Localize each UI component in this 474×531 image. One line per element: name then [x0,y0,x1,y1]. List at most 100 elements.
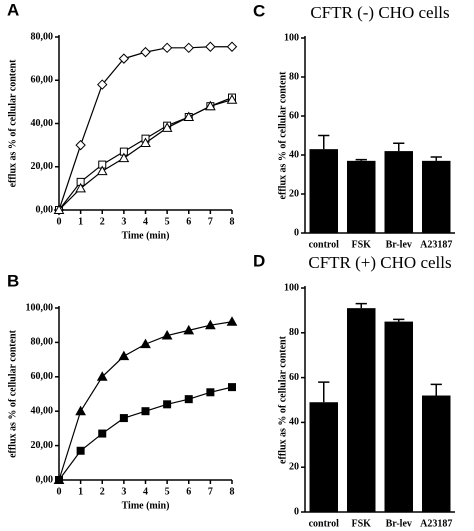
chart-title: CFTR (-) CHO cells [310,3,449,22]
marker [96,165,108,176]
x-tick-label: 8 [230,486,235,497]
series-line [58,386,233,481]
y-tick-label: 0 [294,227,299,238]
y-tick-label: 100 [284,32,299,43]
x-tick-label: A23187 [420,239,452,250]
x-tick-label: A23187 [420,518,452,529]
marker [53,204,65,214]
y-tick-label: 40 [289,417,299,428]
y-tick-label: 40,00 [31,405,54,416]
bar [384,151,413,233]
x-tick-label: 0 [57,486,62,497]
x-tick-label: 8 [230,216,235,227]
y-tick-label: 0,00 [36,474,54,485]
y-axis-label: efflux as % of cellular content [7,59,18,188]
series-line [58,96,233,211]
marker [75,405,86,416]
marker [98,429,107,438]
series-line [58,99,233,211]
y-tick-label: 0,00 [36,204,54,215]
bar [422,160,451,233]
marker [118,152,130,163]
marker [226,41,238,52]
marker [140,338,151,349]
error-bar [430,156,442,161]
x-tick-label: control [309,239,340,250]
marker [118,350,130,361]
chart-title: CFTR (+) CHO cells [308,253,451,272]
y-tick-label: 40,00 [31,118,54,129]
marker [97,79,108,90]
x-tick-label: 2 [100,486,105,497]
x-tick-label: 5 [165,216,170,227]
marker [184,395,193,404]
marker [140,46,151,58]
marker [140,137,151,147]
y-tick-label: 80 [289,71,299,82]
x-axis-label: Time (min) [122,500,170,511]
y-tick-label: 60,00 [31,371,54,382]
x-tick-label: 7 [208,216,213,227]
error-bar [318,134,330,150]
panel-letter: D [253,251,265,270]
x-tick-label: 1 [78,216,83,227]
x-tick-label: 1 [78,486,83,497]
x-tick-label: FSK [352,518,372,529]
x-tick-label: FSK [352,239,372,250]
y-tick-label: 80,00 [31,31,54,42]
marker [226,316,238,326]
marker [161,122,173,132]
marker [206,388,215,397]
marker [205,319,216,330]
marker [183,42,194,54]
marker [55,476,63,484]
error-bar [355,158,367,161]
y-axis-label: efflux as % of cellular content [277,335,288,464]
marker [161,42,173,54]
x-tick-label: 6 [186,486,191,497]
marker [183,324,195,335]
marker [228,383,236,392]
marker [205,100,216,111]
x-tick-label: 3 [121,216,126,227]
x-tick-label: 4 [143,216,148,227]
error-bar [355,302,367,309]
x-tick-label: Br-lev [386,518,412,529]
x-tick-label: 0 [57,216,62,227]
panel-letter: B [7,271,19,290]
y-tick-label: 80 [289,327,299,338]
y-tick-label: 80,00 [31,337,54,348]
marker [119,414,128,423]
x-axis-label: Time (min) [122,230,170,241]
y-axis-label: efflux as % of cellular content [7,329,18,458]
y-tick-label: 20 [289,188,299,199]
x-tick-label: control [309,518,340,529]
x-tick-label: 2 [100,216,105,227]
marker [183,111,195,122]
error-bar [393,318,405,322]
panel-letter: A [7,0,19,19]
marker [161,330,173,340]
y-tick-label: 40 [289,149,299,160]
x-tick-label: 5 [165,486,170,497]
x-tick-label: 3 [121,486,126,497]
bar [384,321,413,512]
y-tick-label: 20 [289,461,299,472]
bar [347,308,376,512]
y-tick-label: 60,00 [31,75,54,86]
bar [422,395,451,512]
marker [205,41,216,52]
y-tick-label: 60 [289,372,299,383]
bar [347,160,376,233]
error-bar [393,142,405,152]
marker [163,400,172,409]
marker [96,371,108,381]
y-tick-label: 0 [294,506,299,517]
panel-letter: C [253,1,265,20]
marker [75,139,86,151]
y-tick-label: 20,00 [31,161,54,172]
y-tick-label: 100 [284,282,299,293]
x-tick-label: 7 [208,486,213,497]
x-tick-label: 4 [143,486,148,497]
y-tick-label: 20,00 [31,440,54,451]
